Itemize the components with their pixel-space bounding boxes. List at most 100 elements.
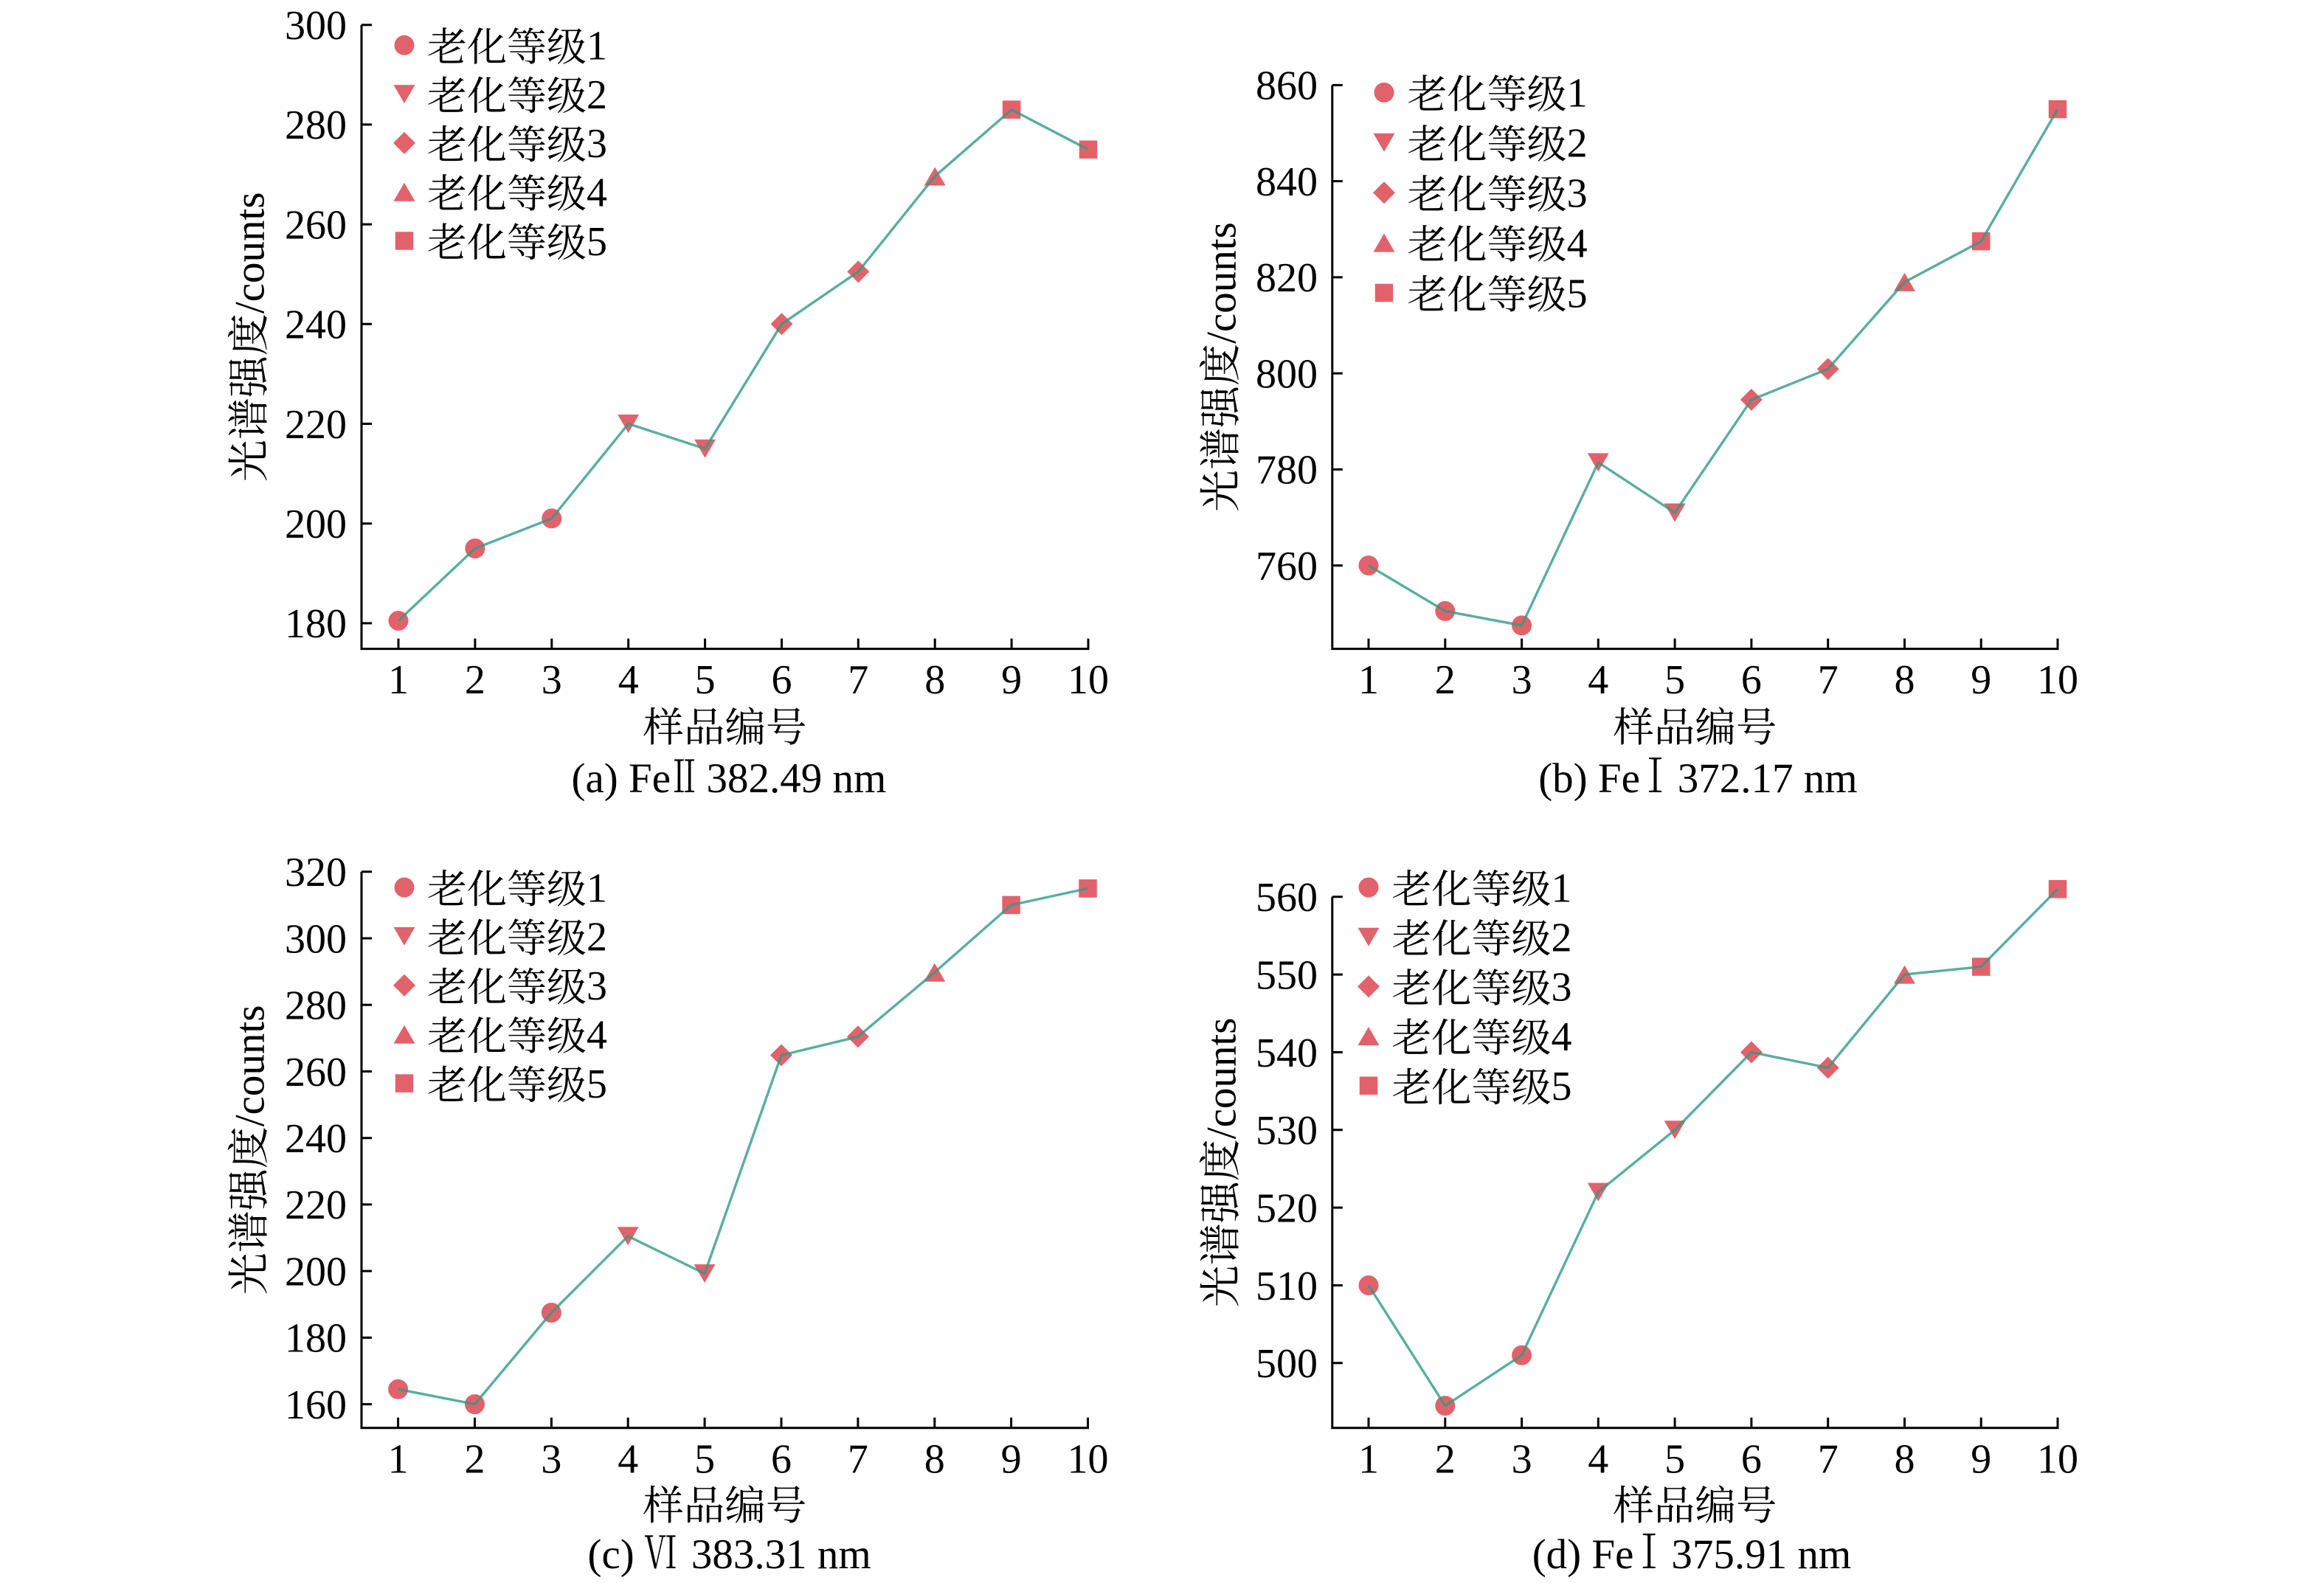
svg-text:4: 4: [1552, 1014, 1572, 1060]
svg-text:280: 280: [285, 103, 347, 148]
svg-text:5: 5: [695, 657, 716, 703]
svg-text:1: 1: [1552, 865, 1572, 911]
svg-text:840: 840: [1256, 159, 1318, 205]
svg-text:5: 5: [587, 1061, 607, 1107]
svg-text:280: 280: [285, 983, 347, 1029]
svg-text:1: 1: [587, 24, 607, 69]
svg-text:8: 8: [1895, 657, 1915, 703]
svg-text:800: 800: [1256, 351, 1318, 397]
svg-text:510: 510: [1256, 1264, 1318, 1309]
svg-text:9: 9: [1971, 1436, 1991, 1482]
svg-text:3: 3: [587, 121, 607, 167]
svg-text:3: 3: [1552, 965, 1572, 1011]
svg-text:3: 3: [587, 963, 607, 1009]
svg-text:2: 2: [587, 915, 607, 960]
svg-text:4: 4: [1588, 657, 1608, 703]
svg-text:520: 520: [1256, 1185, 1318, 1231]
svg-text:/counts: /counts: [1198, 1018, 1245, 1140]
svg-text:4: 4: [618, 1436, 638, 1482]
svg-text:1: 1: [1358, 657, 1379, 703]
svg-text:7: 7: [848, 1436, 868, 1482]
svg-text:530: 530: [1256, 1108, 1318, 1154]
svg-text:10: 10: [1068, 1436, 1109, 1482]
svg-text:300: 300: [285, 3, 347, 49]
svg-text:820: 820: [1256, 255, 1318, 301]
svg-text:4: 4: [618, 657, 639, 703]
svg-text:6: 6: [772, 657, 792, 703]
svg-text:1: 1: [587, 865, 607, 911]
svg-text:(c): (c): [588, 1531, 634, 1578]
svg-text:240: 240: [285, 302, 347, 348]
svg-text:3: 3: [1512, 1436, 1532, 1482]
svg-text:383.31 nm: 383.31 nm: [691, 1531, 871, 1578]
svg-text:2: 2: [465, 1436, 485, 1482]
svg-text:3: 3: [1567, 171, 1588, 217]
svg-text:260: 260: [285, 1050, 347, 1095]
svg-text:2: 2: [1435, 1436, 1456, 1482]
svg-text:5: 5: [1552, 1064, 1572, 1109]
svg-text:220: 220: [285, 402, 347, 448]
svg-text:540: 540: [1256, 1030, 1318, 1076]
svg-text:550: 550: [1256, 952, 1318, 998]
svg-text:160: 160: [285, 1382, 347, 1428]
svg-text:4: 4: [1567, 221, 1588, 266]
svg-text:5: 5: [1567, 271, 1588, 316]
svg-text:240: 240: [285, 1116, 347, 1162]
svg-text:372.17 nm: 372.17 nm: [1678, 755, 1858, 802]
svg-text:860: 860: [1256, 63, 1318, 109]
svg-text:2: 2: [1435, 657, 1456, 703]
svg-text:2: 2: [1552, 915, 1572, 961]
svg-text:(d) Fe: (d) Fe: [1532, 1531, 1634, 1578]
svg-text:1: 1: [1358, 1436, 1379, 1482]
svg-text:5: 5: [587, 219, 607, 265]
svg-text:2: 2: [1567, 121, 1588, 167]
svg-text:10: 10: [1068, 657, 1109, 703]
svg-text:3: 3: [541, 1436, 561, 1482]
svg-text:9: 9: [1971, 657, 1991, 703]
svg-text:5: 5: [694, 1436, 715, 1482]
svg-text:200: 200: [285, 1249, 347, 1295]
svg-text:320: 320: [285, 850, 347, 896]
svg-text:1: 1: [1567, 71, 1588, 117]
svg-text:780: 780: [1256, 448, 1318, 493]
svg-text:10: 10: [2037, 1436, 2078, 1482]
svg-text:1: 1: [388, 657, 409, 703]
svg-text:5: 5: [1664, 657, 1685, 703]
svg-text:6: 6: [1741, 1436, 1762, 1482]
svg-text:500: 500: [1256, 1341, 1318, 1387]
svg-text:8: 8: [924, 657, 945, 703]
svg-text:4: 4: [587, 1013, 607, 1059]
svg-text:2: 2: [587, 72, 607, 118]
svg-text:/counts: /counts: [226, 192, 273, 314]
svg-text:(a) Fe: (a) Fe: [572, 755, 671, 802]
svg-text:300: 300: [285, 916, 347, 962]
svg-text:5: 5: [1664, 1436, 1685, 1482]
svg-text:200: 200: [285, 502, 347, 547]
svg-text:9: 9: [1001, 1436, 1022, 1482]
svg-text:7: 7: [1818, 657, 1839, 703]
svg-text:/counts: /counts: [1198, 222, 1245, 344]
svg-text:6: 6: [1741, 657, 1762, 703]
svg-text:7: 7: [1818, 1436, 1839, 1482]
svg-text:/counts: /counts: [226, 1005, 273, 1127]
svg-text:2: 2: [465, 657, 485, 703]
svg-text:3: 3: [1512, 657, 1532, 703]
svg-text:180: 180: [285, 601, 347, 647]
svg-text:7: 7: [848, 657, 868, 703]
svg-text:8: 8: [924, 1436, 945, 1482]
svg-text:10: 10: [2037, 657, 2078, 703]
svg-text:260: 260: [285, 202, 347, 248]
svg-text:375.91 nm: 375.91 nm: [1671, 1531, 1851, 1578]
svg-text:560: 560: [1256, 875, 1318, 921]
svg-text:4: 4: [1588, 1436, 1608, 1482]
svg-text:3: 3: [542, 657, 562, 703]
svg-text:9: 9: [1001, 657, 1022, 703]
svg-text:180: 180: [285, 1316, 347, 1362]
svg-text:6: 6: [771, 1436, 792, 1482]
svg-text:382.49 nm: 382.49 nm: [707, 755, 887, 802]
svg-text:8: 8: [1895, 1436, 1915, 1482]
svg-text:220: 220: [285, 1182, 347, 1228]
svg-text:(b) Fe: (b) Fe: [1538, 755, 1640, 802]
svg-text:1: 1: [388, 1436, 409, 1482]
svg-text:4: 4: [587, 170, 607, 216]
